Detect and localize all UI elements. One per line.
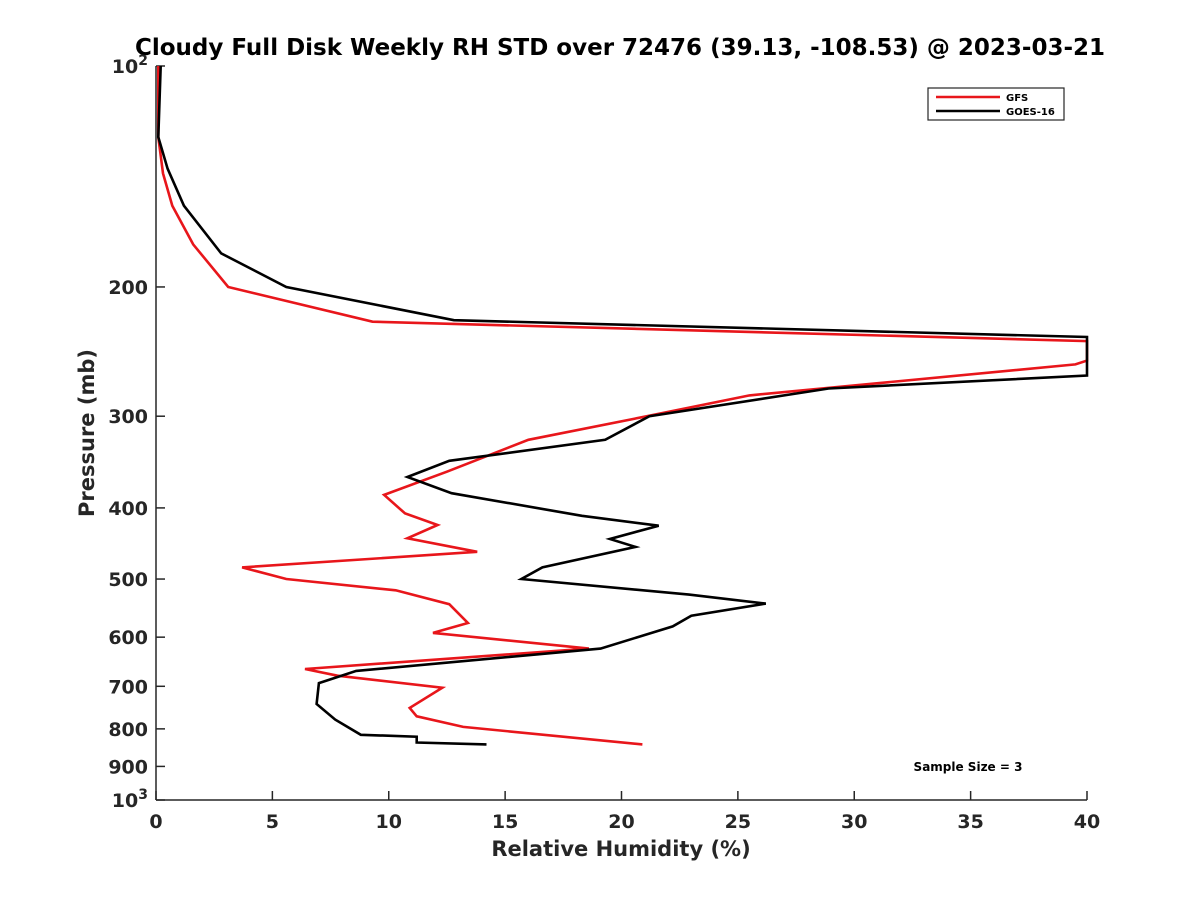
y-tick-label: 700: [108, 676, 148, 698]
x-tick-label: 30: [841, 811, 867, 833]
y-tick-label: 103: [112, 787, 148, 812]
legend: GFS GOES-16: [927, 87, 1065, 121]
y-tick-label: 900: [108, 756, 148, 778]
x-tick-label: 40: [1074, 811, 1100, 833]
x-tick-label: 35: [957, 811, 983, 833]
chart-title: Cloudy Full Disk Weekly RH STD over 7247…: [135, 35, 1105, 61]
x-tick-label: 20: [608, 811, 634, 833]
y-tick-label: 102: [112, 53, 148, 78]
x-tick-label: 10: [376, 811, 402, 833]
y-axis-ticks: 102 200 300 400 500 600 700 800 900 103: [108, 53, 165, 812]
y-tick-label: 500: [108, 569, 148, 591]
plot-area: [156, 65, 1089, 746]
legend-label-gfs: GFS: [1006, 93, 1028, 104]
x-axis-ticks: 0 5 10 15 20 25 30 35 40: [149, 791, 1100, 833]
x-axis-label: Relative Humidity (%): [491, 837, 750, 861]
y-axis-label: Pressure (mb): [75, 349, 99, 517]
x-tick-label: 5: [266, 811, 279, 833]
x-tick-label: 25: [725, 811, 751, 833]
legend-box: [927, 87, 1065, 121]
y-tick-label: 400: [108, 498, 148, 520]
y-tick-label: 200: [108, 277, 148, 299]
series-line-goes16: [156, 65, 1089, 746]
sample-size-annotation: Sample Size = 3: [914, 760, 1023, 774]
y-tick-label: 600: [108, 627, 148, 649]
y-tick-label: 800: [108, 719, 148, 741]
y-tick-label: 300: [108, 406, 148, 428]
series-line-gfs: [157, 66, 1089, 746]
x-tick-label: 0: [149, 811, 162, 833]
legend-label-goes16: GOES-16: [1006, 107, 1055, 118]
x-tick-label: 15: [492, 811, 518, 833]
